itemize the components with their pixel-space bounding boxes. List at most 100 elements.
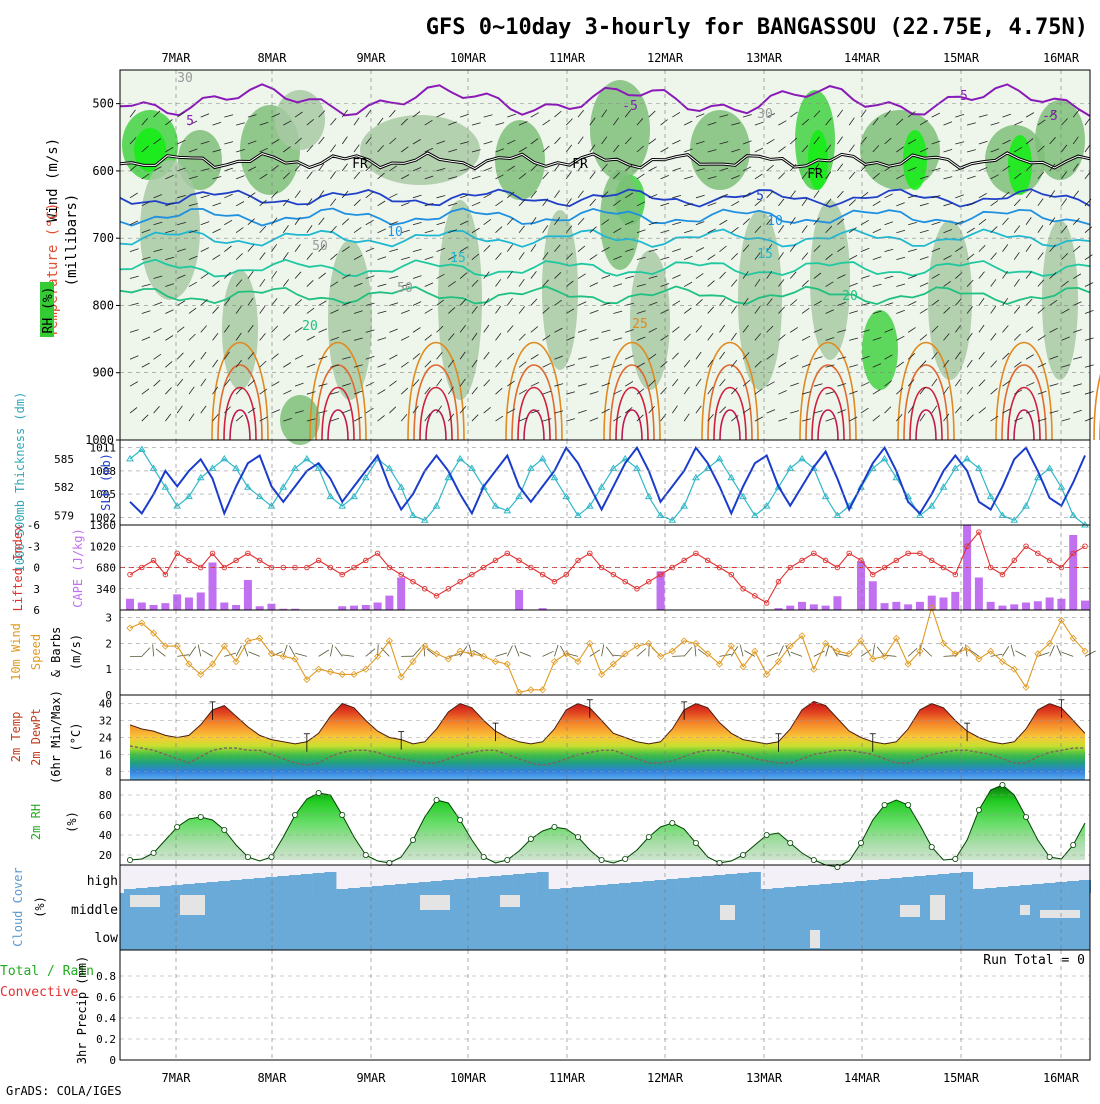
rh-point [410,837,415,842]
date-label-bottom: 15MAR [943,1071,980,1085]
cloud-high-cover [938,874,950,893]
cloud-high-cover [242,879,254,893]
cloud-high-cover [1044,883,1056,893]
date-label-bottom: 16MAR [1043,1071,1080,1085]
cape-bar [350,606,358,610]
rh-point [1071,842,1076,847]
cloud-high-cover [973,889,985,893]
cloud-high-cover [584,886,596,893]
cape-bar [951,592,959,610]
rh-point [811,857,816,862]
cloud-high-cover [537,872,549,893]
pressure-tick-label: 500 [92,97,114,111]
cloud-high-cover [1055,882,1067,893]
rh-point [953,856,958,861]
cape-bar [940,598,948,611]
lifted-index-axis-label: Lifted Index [11,525,25,612]
contour-label: 15 [757,247,773,262]
cape-bar [881,603,889,610]
cloud-high-cover [761,889,773,893]
date-label-top: 11MAR [549,51,586,65]
temp-axis-label: (°C) [69,723,83,752]
cloud-high-cover [784,887,796,893]
cloud-high-cover [926,875,938,893]
precip-tick-label: 0.4 [96,1012,116,1025]
rh-axis-label: RH (%) [41,287,56,334]
cloud-high-cover [442,880,454,893]
cloud-high-cover [501,875,513,893]
cloud-high-cover [183,884,195,893]
rh2m-axis-label: 2m RH [29,804,43,840]
cloud-high-cover [772,888,784,893]
cloud-high-cover [596,885,608,893]
rh-point [929,844,934,849]
rh-point [528,836,533,841]
cape-bar [126,599,134,610]
rh-shade [542,210,578,370]
precip-tick-label: 0.2 [96,1033,116,1046]
rh-point [175,824,180,829]
rh-point [882,802,887,807]
lifted-index-tick-label: 3 [33,583,40,596]
contour-label: 25 [632,317,648,332]
cape-bar [338,606,346,610]
date-label-bottom: 8MAR [258,1071,288,1085]
precip-tick-label: 0.6 [96,991,116,1004]
cape-bar [1010,604,1018,610]
cloud-gap [810,930,820,948]
cloud-axis-label: (%) [33,896,47,918]
cape-bar [197,593,205,611]
cloud-high-cover [890,878,902,893]
wind10-axis-label: (m/s) [69,634,83,670]
temp-tick-label: 24 [99,732,113,745]
cloud-high-cover [431,881,443,893]
cape-bar [185,598,193,611]
cape-bar [892,602,900,610]
cloud-high-cover [419,882,431,893]
cape-bar [1057,599,1065,610]
date-label-bottom: 12MAR [647,1071,684,1085]
cloud-high-cover [513,874,525,893]
rh-point [458,817,463,822]
cape-bar [244,580,252,610]
rh-point [505,857,510,862]
cloud-high-cover [1067,881,1079,893]
cape-tick-label: 340 [96,583,116,596]
rh-shade [1008,135,1032,195]
cape-bar [138,603,146,611]
cloud-high-cover [749,872,761,893]
cloud-axis-label: Cloud Cover [11,867,25,946]
cloud-high-cover [383,885,395,893]
cloud-high-cover [643,881,655,893]
cape-bar [975,578,983,611]
cloud-high-cover [1020,885,1032,893]
cloud-high-cover [737,873,749,893]
cloud-gap [1020,905,1030,915]
cloud-high-cover [195,883,207,893]
cloud-high-cover [171,885,183,893]
cloud-high-cover [548,889,560,893]
wind10-axis-label: & Barbs [49,627,63,678]
cape-bar [397,578,405,611]
rh2m-axis-label: (%) [65,811,79,833]
cloud-high-cover [678,878,690,893]
thickness-tick-label: 585 [54,453,74,466]
cloud-high-cover [230,880,242,893]
cape-bar [798,602,806,610]
contour-label: FR [572,157,588,172]
cape-bar [810,604,818,610]
cape-bar [1081,601,1089,610]
rh-point [670,820,675,825]
cloud-high-cover [985,888,997,893]
date-label-top: 7MAR [162,51,192,65]
date-label-top: 15MAR [943,51,980,65]
date-label-top: 13MAR [746,51,783,65]
cloud-high-cover [407,883,419,893]
cloud-high-cover [159,886,171,893]
slp-tick-label: 1011 [90,442,117,455]
rh-point [434,797,439,802]
cloud-high-cover [289,875,301,893]
cape-bar [822,606,830,610]
cape-bar [869,581,877,610]
rh-point [222,827,227,832]
